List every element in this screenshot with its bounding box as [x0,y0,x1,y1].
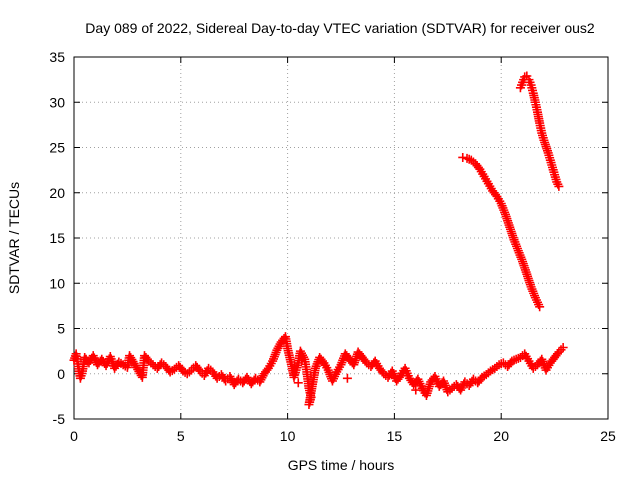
data-point [530,291,540,301]
data-point [225,371,235,381]
data-point [537,354,547,364]
data-point [299,352,309,362]
grid-lines [74,57,608,419]
data-point [336,360,346,370]
y-tick-label: 20 [49,185,65,201]
data-point [497,201,507,211]
data-point [496,359,506,369]
data-point [269,354,279,364]
y-tick-label: 25 [49,140,65,156]
data-point [513,246,523,256]
data-point [269,352,279,362]
data-point [439,376,449,386]
data-point [272,345,282,355]
x-axis-label: GPS time / hours [288,457,395,473]
data-point [509,355,519,365]
data-point [337,358,347,368]
y-axis-label: SDTVAR / TECUs [6,182,22,294]
x-tick-label: 15 [387,428,403,444]
data-point [296,348,306,358]
data-point [512,241,522,251]
data-point [256,375,266,385]
data-point [554,181,564,191]
x-tick-label: 0 [70,428,78,444]
y-tick-label: 30 [49,94,65,110]
data-point [511,354,521,364]
data-point [338,355,348,365]
data-point [270,350,280,360]
chart-title: Day 089 of 2022, Sidereal Day-to-day VTE… [85,20,595,36]
data-point [271,347,281,357]
data-point [528,286,538,296]
y-tick-label: 35 [49,49,65,65]
data-point [510,237,520,247]
data-point [312,359,322,369]
y-tick-label: -5 [53,411,66,427]
data-point [293,378,303,388]
y-tick-label: 10 [49,275,65,291]
data-point [516,252,526,262]
data-point [499,205,509,215]
data-point [323,365,333,375]
data-point [324,367,334,377]
data-point [538,356,548,366]
data-point [310,363,320,373]
data-point [311,361,321,371]
data-point [457,383,467,393]
data-point [440,380,450,390]
x-tick-label: 10 [280,428,296,444]
y-tick-label: 0 [57,366,65,382]
data-point [295,346,305,356]
data-point [514,248,524,258]
data-point [535,302,545,312]
x-tick-label: 5 [177,428,185,444]
data-point [462,153,472,163]
data-point [257,373,267,383]
data-point [411,385,421,395]
data-point [273,343,283,353]
data-point [496,199,506,209]
y-tick-label: 15 [49,230,65,246]
data-point [526,282,536,292]
data-point [439,378,449,388]
data-point [527,284,537,294]
data-point [507,356,517,366]
data-point [342,373,352,383]
data-point [298,350,308,360]
data-point [268,356,278,366]
data-point [184,367,194,377]
x-tick-label: 25 [600,428,616,444]
data-point [529,288,539,298]
data-point [498,203,508,213]
data-point [255,377,265,387]
data-point [274,341,284,351]
data-point [500,207,510,217]
data-point [509,235,519,245]
data-point [458,152,468,162]
data-point [511,239,521,249]
y-tick-label: 5 [57,321,65,337]
data-points [69,71,568,410]
data-point [558,343,568,353]
data-point [512,243,522,253]
data-point [456,385,466,395]
data-point [515,250,525,260]
data-point [517,254,527,264]
x-tick-label: 20 [493,428,509,444]
